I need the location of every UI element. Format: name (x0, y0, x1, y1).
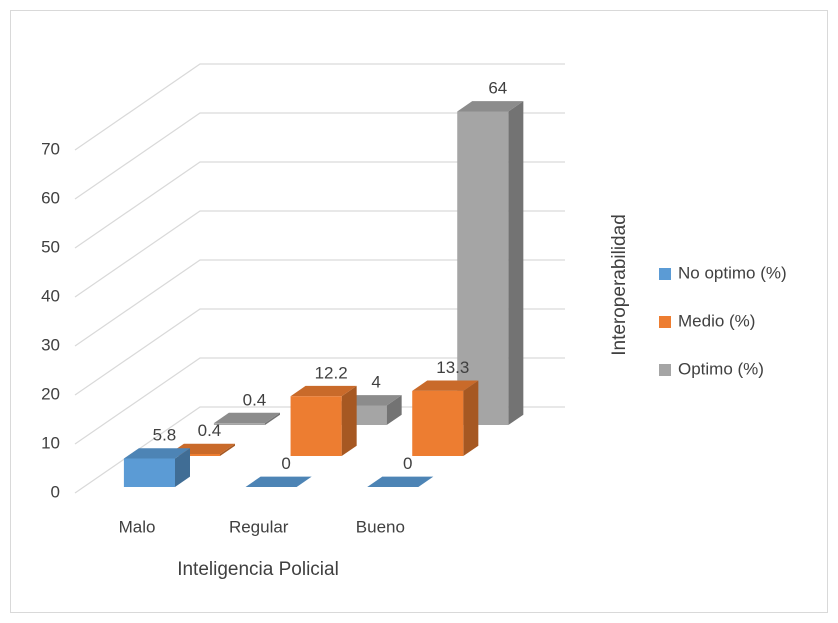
y-axis-title: Interoperabilidad (609, 214, 630, 356)
grid-line (74, 308, 565, 396)
bar-side (220, 443, 235, 457)
bar-side (508, 101, 524, 426)
data-label: 12.2 (315, 363, 348, 382)
grid-line (74, 357, 565, 445)
bar-front (412, 390, 464, 457)
y-tick-label: 20 (41, 384, 60, 403)
bar (457, 101, 524, 426)
bar-side (341, 385, 357, 457)
bar-top (367, 476, 434, 487)
data-label: 0.4 (198, 421, 222, 440)
legend-swatch (659, 316, 671, 328)
bar-side (386, 395, 402, 426)
legend-label: Medio (%) (678, 311, 755, 330)
data-label: 0 (281, 454, 290, 473)
bar-front (457, 111, 509, 426)
y-tick-label: 60 (41, 188, 60, 207)
legend-swatch (659, 364, 671, 376)
x-tick-label: Regular (229, 517, 289, 536)
y-tick-label: 40 (41, 286, 60, 305)
grid-line (74, 161, 565, 249)
data-label: 64 (488, 79, 507, 98)
legend-label: Optimo (%) (678, 359, 764, 378)
y-tick-label: 10 (41, 433, 60, 452)
bar-side (463, 380, 479, 457)
bar-front (123, 458, 175, 487)
y-tick-label: 30 (41, 335, 60, 354)
y-tick-label: 50 (41, 237, 60, 256)
bar-top (412, 380, 479, 391)
bar-top (457, 101, 524, 112)
legend-label: No optimo (%) (678, 263, 787, 282)
data-label: 13.3 (436, 358, 469, 377)
data-label: 0 (403, 454, 412, 473)
legend-swatch (659, 268, 671, 280)
x-tick-label: Malo (119, 517, 156, 536)
y-tick-label: 0 (51, 482, 60, 501)
bar-top (123, 448, 190, 459)
grid-line (74, 112, 565, 200)
x-axis-title: Inteligencia Policial (177, 559, 339, 580)
bar (290, 385, 357, 457)
bar (213, 412, 280, 426)
bar-side (265, 412, 280, 426)
bar-side (175, 448, 190, 487)
bar-front (290, 396, 342, 457)
data-label: 5.8 (153, 426, 177, 445)
bar-top (213, 412, 280, 424)
data-label: 0.4 (243, 390, 267, 409)
grid-line (74, 63, 565, 151)
bar (412, 380, 479, 457)
chart-border (10, 10, 828, 613)
grid-line (74, 210, 565, 298)
grid-line (74, 259, 565, 347)
bar (245, 476, 312, 487)
bar (123, 448, 190, 487)
bar (367, 476, 434, 487)
bar-top (245, 476, 312, 487)
x-tick-label: Bueno (356, 517, 405, 536)
data-label: 4 (371, 373, 380, 392)
y-tick-label: 70 (41, 139, 60, 158)
bar-top (290, 385, 357, 397)
bar-front (213, 423, 265, 426)
